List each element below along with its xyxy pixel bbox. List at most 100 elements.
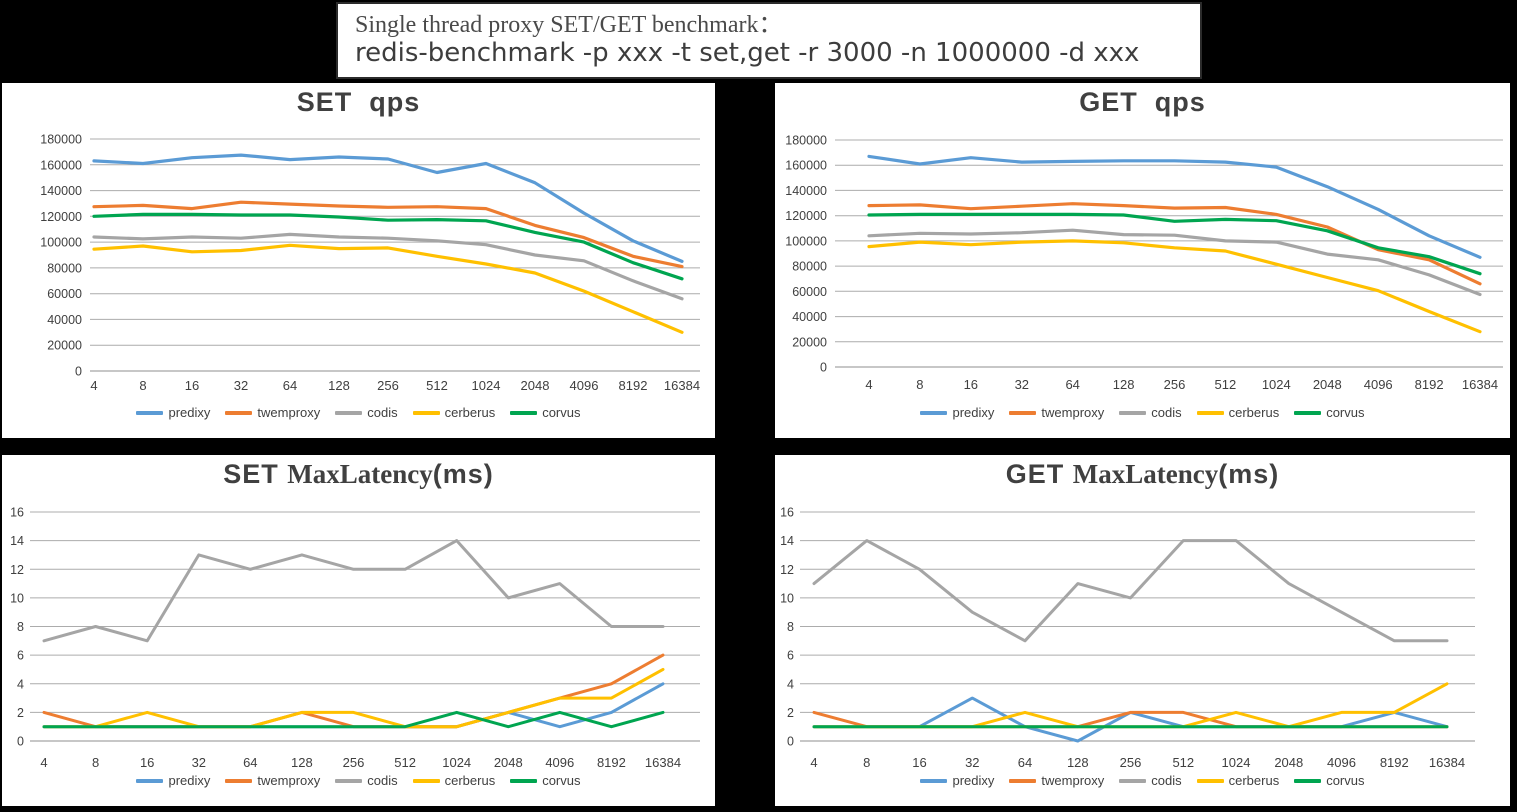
- svg-text:16384: 16384: [645, 755, 681, 770]
- svg-text:1024: 1024: [1262, 377, 1291, 392]
- chart-title-bold: GET qps: [1079, 87, 1206, 117]
- chart-title-set-qps: SET qps: [2, 87, 715, 118]
- legend-label-twemproxy: twemproxy: [1041, 405, 1105, 420]
- svg-text:16384: 16384: [1462, 377, 1498, 392]
- svg-text:4096: 4096: [1364, 377, 1393, 392]
- legend-set-maxlatency: predixy twemproxy codis cerberus corvus: [2, 773, 715, 788]
- legend-label-cerberus: cerberus: [1228, 405, 1280, 420]
- svg-text:180000: 180000: [40, 133, 82, 147]
- series-lines: [92, 153, 684, 334]
- legend-label-codis: codis: [1151, 405, 1182, 420]
- legend-item-predixy: predixy: [136, 773, 210, 788]
- svg-text:120000: 120000: [785, 209, 827, 223]
- svg-text:256: 256: [1164, 377, 1186, 392]
- legend-label-cerberus: cerberus: [444, 773, 496, 788]
- svg-text:4: 4: [865, 377, 872, 392]
- chart-title-get-maxlatency: GET MaxLatency(ms): [775, 459, 1510, 490]
- series-line-codis: [867, 228, 1482, 297]
- legend-item-cerberus: cerberus: [412, 773, 496, 788]
- legend-item-twemproxy: twemproxy: [1009, 405, 1104, 420]
- legend-label-predixy: predixy: [952, 773, 995, 788]
- y-axis: 0 2 4 6 8 10 12 14 16: [10, 506, 700, 749]
- svg-text:100000: 100000: [785, 234, 827, 248]
- svg-text:32: 32: [234, 378, 248, 393]
- legend-label-codis: codis: [367, 405, 398, 420]
- svg-text:16: 16: [140, 755, 154, 770]
- svg-text:16384: 16384: [1429, 755, 1465, 770]
- chart-panel-get-maxlatency: GET MaxLatency(ms) 0 2 4 6 8 10 12 14 16 4 8 16 32 64…: [775, 455, 1510, 806]
- svg-text:0: 0: [17, 735, 24, 749]
- svg-text:8192: 8192: [1380, 755, 1409, 770]
- chart-title-serif: MaxLatency: [287, 459, 433, 489]
- legend-item-cerberus: cerberus: [1196, 405, 1280, 420]
- svg-text:32: 32: [965, 755, 979, 770]
- legend-swatch-codis: [1119, 410, 1147, 415]
- svg-text:6: 6: [17, 649, 24, 663]
- legend-item-cerberus: cerberus: [412, 405, 495, 420]
- svg-text:64: 64: [243, 755, 257, 770]
- y-axis: 0 20000 40000 60000 80000 100000 120000 140000 1…: [40, 133, 700, 379]
- svg-text:100000: 100000: [40, 236, 82, 250]
- svg-text:2048: 2048: [1313, 377, 1342, 392]
- svg-text:2: 2: [787, 706, 794, 720]
- series-line-cerberus: [42, 667, 665, 729]
- svg-text:160000: 160000: [40, 158, 82, 172]
- svg-text:512: 512: [1172, 755, 1194, 770]
- svg-text:128: 128: [291, 755, 313, 770]
- series-line-twemproxy: [867, 202, 1482, 286]
- svg-text:0: 0: [75, 365, 82, 379]
- svg-text:16: 16: [964, 377, 978, 392]
- svg-text:128: 128: [1113, 377, 1135, 392]
- svg-text:16384: 16384: [664, 378, 700, 393]
- legend-label-predixy: predixy: [168, 773, 211, 788]
- legend-swatch-predixy: [920, 410, 948, 415]
- legend-item-predixy: predixy: [920, 405, 994, 420]
- svg-text:60000: 60000: [792, 285, 827, 299]
- series-line-corvus: [867, 212, 1482, 276]
- legend-label-twemproxy: twemproxy: [1041, 773, 1105, 788]
- legend-label-cerberus: cerberus: [1228, 773, 1280, 788]
- series-line-codis: [42, 539, 665, 643]
- legend-item-corvus: corvus: [1294, 405, 1365, 420]
- svg-text:4096: 4096: [1327, 755, 1356, 770]
- svg-text:60000: 60000: [47, 287, 82, 301]
- series-line-codis: [812, 539, 1449, 643]
- series-lines: [812, 539, 1449, 743]
- legend-item-codis: codis: [335, 405, 398, 420]
- chart-title-bold-end: (ms): [1218, 459, 1280, 489]
- svg-text:20000: 20000: [792, 335, 827, 349]
- svg-text:80000: 80000: [792, 260, 827, 274]
- legend-item-codis: codis: [1119, 773, 1182, 788]
- svg-text:4096: 4096: [570, 378, 599, 393]
- chart-panel-set-qps: SET qps 0 20000 40000 60000 80000 100000 12000…: [2, 83, 715, 438]
- benchmark-title: Single thread proxy SET/GET benchmark：: [355, 12, 783, 38]
- legend-item-twemproxy: twemproxy: [225, 773, 320, 788]
- svg-text:128: 128: [1067, 755, 1089, 770]
- svg-text:512: 512: [1215, 377, 1237, 392]
- set-maxlatency-plot: 0 2 4 6 8 10 12 14 16 4 8 16 32 64 128 256 512 1024 2048 40…: [10, 506, 700, 770]
- legend-label-twemproxy: twemproxy: [257, 405, 321, 420]
- svg-text:32: 32: [1015, 377, 1029, 392]
- legend-item-twemproxy: twemproxy: [1009, 773, 1104, 788]
- legend-swatch-cerberus: [412, 778, 440, 783]
- svg-text:8: 8: [787, 620, 794, 634]
- chart-title-bold: SET: [223, 459, 288, 489]
- svg-text:4: 4: [17, 677, 24, 691]
- svg-text:6: 6: [787, 649, 794, 663]
- y-axis: 0 2 4 6 8 10 12 14 16: [780, 506, 1475, 749]
- legend-set-qps: predixy twemproxy codis cerberus corvus: [2, 405, 715, 420]
- legend-swatch-codis: [1119, 778, 1147, 783]
- svg-text:80000: 80000: [47, 261, 82, 275]
- legend-item-corvus: corvus: [1294, 773, 1365, 788]
- legend-swatch-corvus: [1294, 778, 1322, 783]
- legend-swatch-twemproxy: [1009, 778, 1037, 783]
- legend-swatch-cerberus: [412, 410, 440, 415]
- legend-swatch-corvus: [510, 410, 538, 415]
- svg-text:120000: 120000: [40, 210, 82, 224]
- svg-text:2048: 2048: [1274, 755, 1303, 770]
- svg-text:128: 128: [328, 378, 350, 393]
- svg-text:4: 4: [810, 755, 817, 770]
- svg-text:180000: 180000: [785, 134, 827, 148]
- svg-text:16: 16: [185, 378, 199, 393]
- benchmark-title-box: Single thread proxy SET/GET benchmark： r…: [336, 2, 1202, 79]
